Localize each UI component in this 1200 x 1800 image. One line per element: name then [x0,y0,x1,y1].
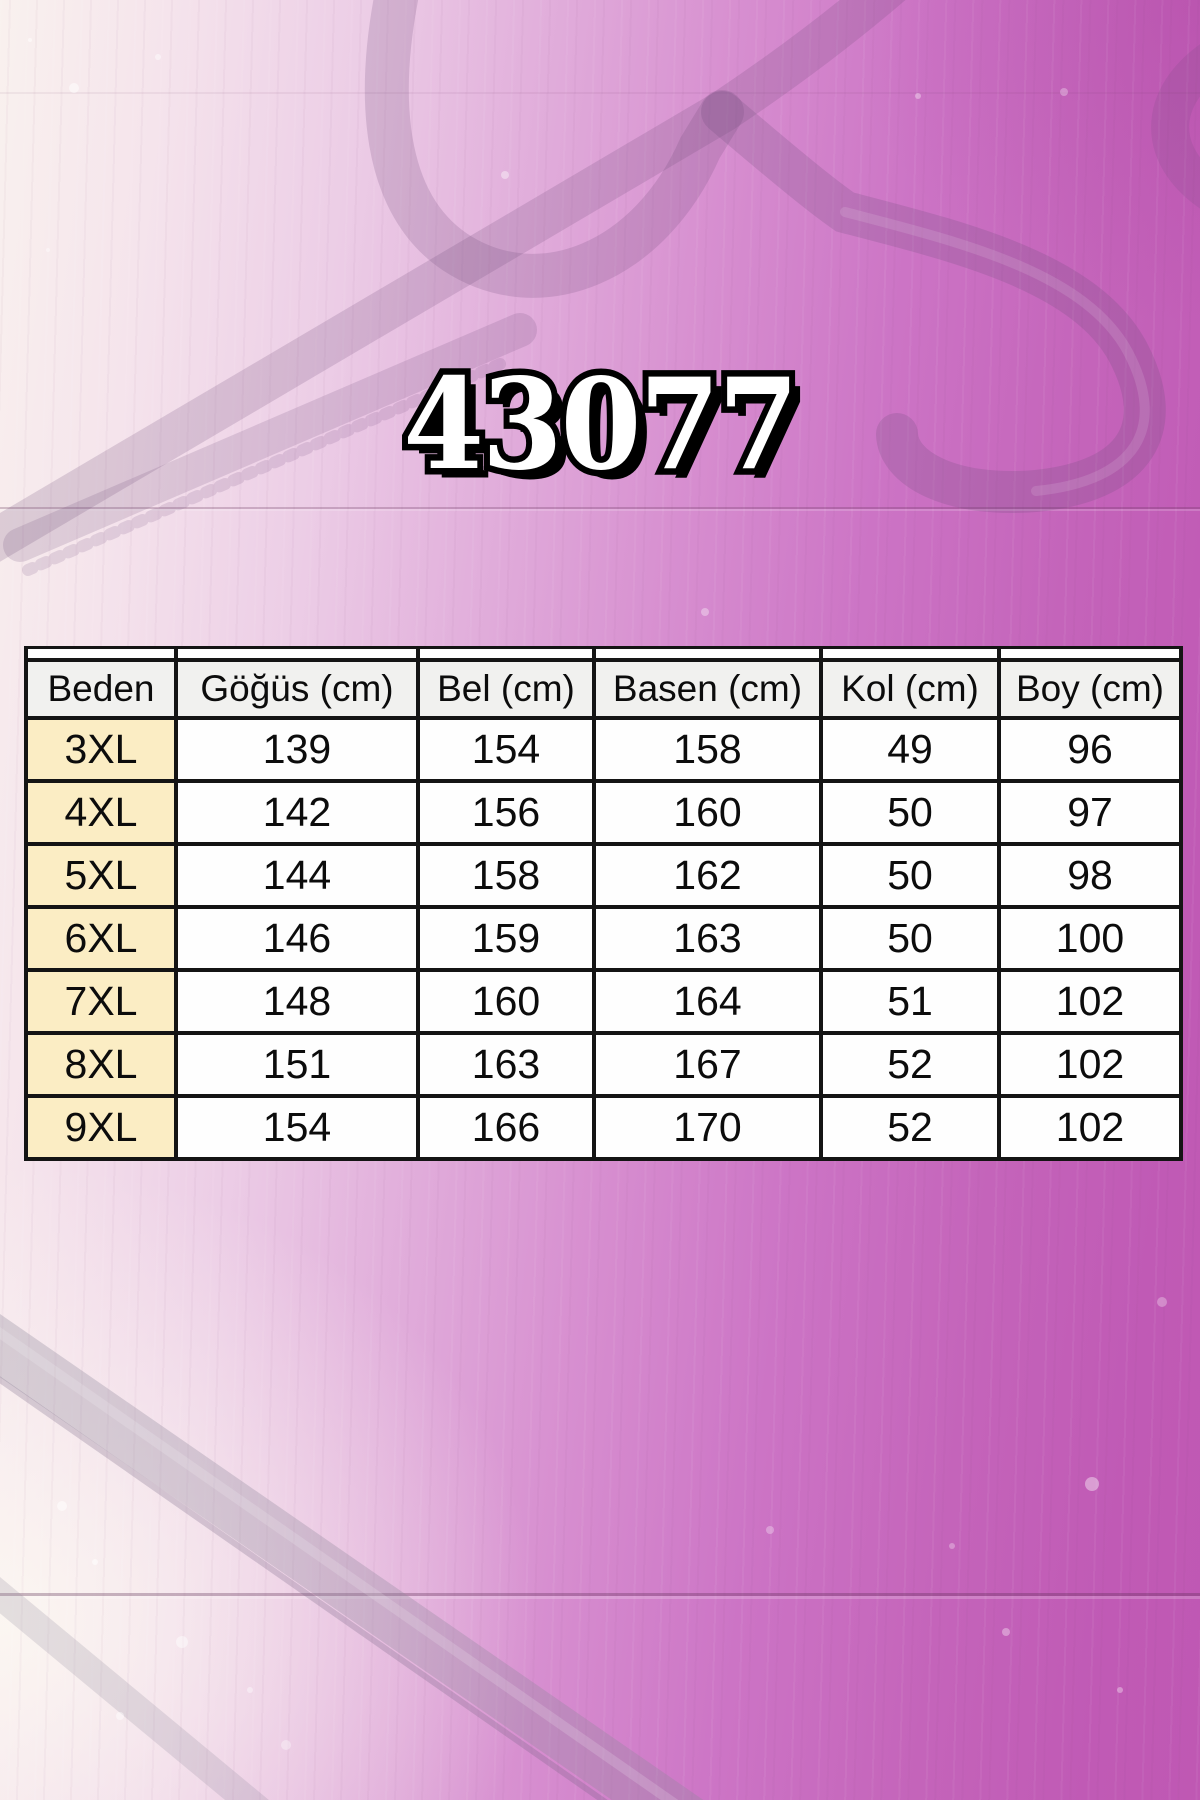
size-table: Beden Göğüs (cm) Bel (cm) Basen (cm) Kol… [24,646,1183,1161]
value-cell: 146 [174,905,420,972]
value-cell: 52 [819,1031,1001,1098]
size-cell: 9XL [24,1094,178,1161]
hanger-edge-curve-shape [1151,44,1200,209]
table-row: 3XL 139 154 158 49 96 [24,716,1183,783]
value-cell: 142 [174,779,420,846]
hanger-hook-highlight [840,207,1150,496]
value-cell: 50 [819,842,1001,909]
value-cell: 97 [997,779,1183,846]
value-cell: 158 [592,716,823,783]
wood-seam-line [0,507,1200,509]
size-cell: 5XL [24,842,178,909]
wood-seam-line [0,1593,1200,1596]
table-row: 5XL 144 158 162 50 98 [24,842,1183,909]
value-cell: 139 [174,716,420,783]
value-cell: 49 [819,716,1001,783]
value-cell: 102 [997,1094,1183,1161]
value-cell: 163 [416,1031,596,1098]
value-cell: 102 [997,968,1183,1035]
header-cell-beden: Beden [24,658,178,720]
header-cell-kol: Kol (cm) [819,658,1001,720]
size-cell: 7XL [24,968,178,1035]
table-partial-row [24,646,1183,661]
value-cell: 144 [174,842,420,909]
value-cell: 102 [997,1031,1183,1098]
table-row: 6XL 146 159 163 50 100 [24,905,1183,972]
value-cell: 100 [997,905,1183,972]
value-cell: 98 [997,842,1183,909]
table-row: 9XL 154 166 170 52 102 [24,1094,1183,1161]
size-cell: 3XL [24,716,178,783]
hanger-hook-base-shape [364,0,744,298]
hanger-serration-teeth [22,358,506,576]
value-cell: 50 [819,779,1001,846]
hanger-bottom-bar-highlight [0,1327,679,1800]
header-cell-bel: Bel (cm) [416,658,596,720]
header-cell-basen: Basen (cm) [592,658,823,720]
value-cell: 50 [819,905,1001,972]
value-cell: 96 [997,716,1183,783]
value-cell: 154 [416,716,596,783]
value-cell: 167 [592,1031,823,1098]
value-cell: 51 [819,968,1001,1035]
value-cell: 159 [416,905,596,972]
value-cell: 148 [174,968,420,1035]
hanger-bottom-bar2-shape [0,1576,269,1800]
header-cell-gogus: Göğüs (cm) [174,658,420,720]
value-cell: 158 [416,842,596,909]
wood-seam-line [0,92,1200,94]
paint-splatter-dots [28,38,1167,1750]
header-cell-boy: Boy (cm) [997,658,1183,720]
value-cell: 162 [592,842,823,909]
table-row: 4XL 142 156 160 50 97 [24,779,1183,846]
hanger-serrated-bar-shape [3,313,537,562]
hanger-bottom-bar-shape [0,1314,704,1800]
size-cell: 6XL [24,905,178,972]
table-row: 7XL 148 160 164 51 102 [24,968,1183,1035]
hanger-bottom-bar-edge [0,1376,608,1800]
value-cell: 170 [592,1094,823,1161]
product-code: 43077 [397,351,805,499]
value-cell: 154 [174,1094,420,1161]
size-cell: 4XL [24,779,178,846]
value-cell: 164 [592,968,823,1035]
value-cell: 52 [819,1094,1001,1161]
value-cell: 156 [416,779,596,846]
hanger-arm-shape [0,0,906,562]
table-header-row: Beden Göğüs (cm) Bel (cm) Basen (cm) Kol… [24,658,1183,720]
value-cell: 163 [592,905,823,972]
value-cell: 160 [416,968,596,1035]
hanger-big-hook-shape [701,91,1166,513]
table-row: 8XL 151 163 167 52 102 [24,1031,1183,1098]
value-cell: 151 [174,1031,420,1098]
value-cell: 166 [416,1094,596,1161]
value-cell: 160 [592,779,823,846]
size-cell: 8XL [24,1031,178,1098]
